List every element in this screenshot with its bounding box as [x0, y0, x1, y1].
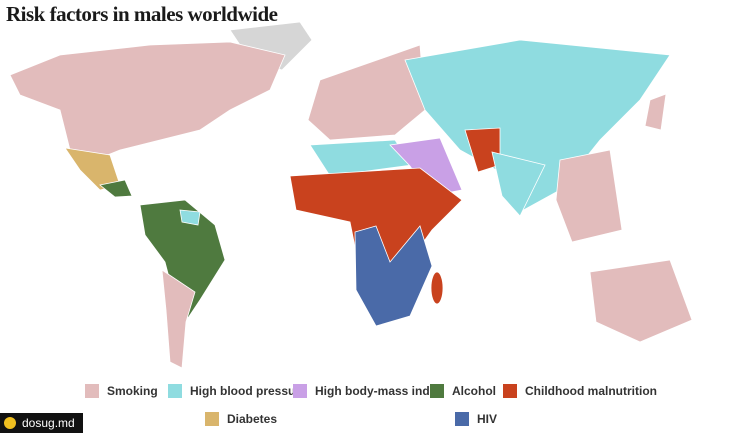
legend-label: HIV: [477, 412, 498, 426]
watermark-icon: [4, 417, 16, 429]
legend-label: Childhood malnutrition: [525, 384, 657, 398]
legend-item: Diabetes: [205, 412, 277, 426]
watermark-text: dosug.md: [22, 416, 75, 430]
watermark: dosug.md: [0, 413, 83, 433]
legend-swatch: [430, 384, 444, 398]
legend-item: High blood pressure: [168, 384, 307, 398]
legend-label: High body-mass index: [315, 384, 444, 398]
guianas: [179, 209, 201, 226]
legend-item: Alcohol: [430, 384, 496, 398]
central-america: [99, 179, 133, 198]
legend-label: Diabetes: [227, 412, 278, 426]
legend-item: Childhood malnutrition: [503, 384, 657, 398]
legend-swatch: [168, 384, 182, 398]
southern-africa: [354, 225, 433, 327]
legend-item: Smoking: [85, 384, 158, 398]
japan: [644, 93, 667, 131]
world-map: [9, 21, 693, 369]
legend-swatch: [503, 384, 517, 398]
madagascar: [430, 271, 444, 305]
legend-swatch: [455, 412, 469, 426]
north-america: [9, 41, 286, 161]
southern-cone: [161, 269, 196, 369]
legend-item: High body-mass index: [293, 384, 443, 398]
legend-label: Alcohol: [452, 384, 496, 398]
legend-swatch: [205, 412, 219, 426]
australia: [589, 259, 693, 343]
legend-label: Smoking: [107, 384, 158, 398]
southeast-asia: [555, 149, 623, 243]
legend-item: HIV: [455, 412, 497, 426]
legend-swatch: [85, 384, 99, 398]
legend-swatch: [293, 384, 307, 398]
title: Risk factors in males worldwide: [6, 2, 278, 26]
legend-label: High blood pressure: [190, 384, 307, 398]
india: [491, 151, 546, 217]
europe: [307, 44, 426, 141]
